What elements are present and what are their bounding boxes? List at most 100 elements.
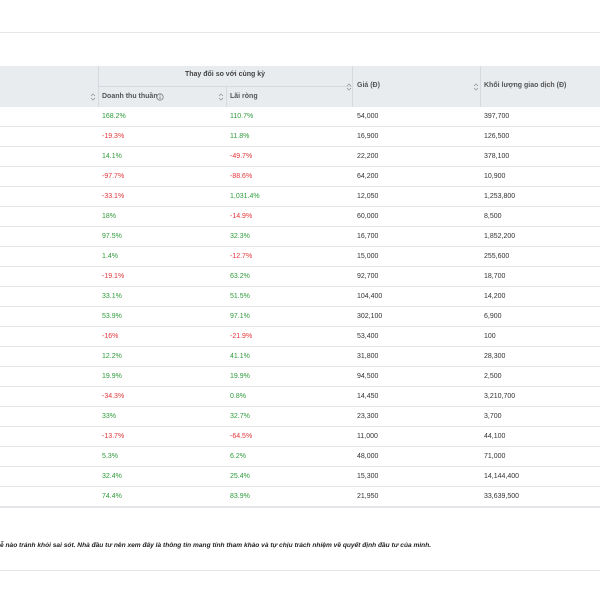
table-cell: 16,900 — [357, 133, 379, 140]
table-cell: 32.3% — [230, 233, 250, 240]
table-cell: -19.3% — [102, 133, 125, 140]
row-divider — [0, 466, 600, 467]
table-cell: 94,500 — [357, 373, 379, 380]
col-divider — [480, 66, 481, 107]
table-cell: 3,700 — [484, 413, 502, 420]
sort-icon[interactable] — [90, 92, 96, 102]
table-cell: -13.7% — [102, 433, 125, 440]
table-cell: 168.2% — [102, 113, 126, 120]
row-divider — [0, 406, 600, 407]
table-cell: 64,200 — [357, 173, 379, 180]
table-cell: 44,100 — [484, 433, 506, 440]
table-cell: 28,300 — [484, 353, 506, 360]
table-cell: 18,700 — [484, 273, 506, 280]
table-cell: 5.3% — [102, 453, 118, 460]
table-cell: 15,000 — [357, 253, 379, 260]
disclaimer: ễ nào tránh khỏi sai sót. Nhà đầu tư nên… — [0, 542, 432, 549]
table-cell: -64.5% — [230, 433, 253, 440]
column-header[interactable]: Lãi ròng — [230, 93, 258, 100]
table-cell: -88.6% — [230, 173, 253, 180]
table-cell: -33.1% — [102, 193, 125, 200]
table-cell: 21,950 — [357, 493, 379, 500]
table-cell: 10,900 — [484, 173, 506, 180]
table-cell: 41.1% — [230, 353, 250, 360]
table-cell: 25.4% — [230, 473, 250, 480]
column-header[interactable]: Khối lượng giao dịch (Đ) — [484, 82, 567, 89]
sort-icon[interactable] — [218, 92, 224, 102]
table-cell: 8,500 — [484, 213, 502, 220]
table-cell: -16% — [102, 333, 119, 340]
divider — [0, 32, 600, 33]
table-cell: 83.9% — [230, 493, 250, 500]
group-header: Thay đổi so với cùng kỳ — [184, 71, 266, 78]
row-divider — [0, 446, 600, 447]
column-header[interactable]: Doanh thu thuần — [102, 93, 158, 100]
table-cell: 1.4% — [102, 253, 118, 260]
table-cell: -49.7% — [230, 153, 253, 160]
table-cell: 100 — [484, 333, 496, 340]
divider — [0, 570, 600, 571]
table-cell: 0.8% — [230, 393, 246, 400]
table-cell: 74.4% — [102, 493, 122, 500]
row-divider — [0, 486, 600, 487]
table-cell: 397,700 — [484, 113, 510, 120]
table-cell: 110.7% — [230, 113, 254, 120]
table-cell: 6,900 — [484, 313, 502, 320]
col-divider — [226, 86, 227, 107]
table-cell: -12.7% — [230, 253, 253, 260]
column-header[interactable]: Giá (Đ) — [357, 82, 380, 89]
col-divider — [98, 86, 352, 87]
row-divider — [0, 126, 600, 127]
row-divider — [0, 306, 600, 307]
sort-icon[interactable] — [473, 82, 479, 92]
table-cell: 14,144,400 — [484, 473, 520, 480]
table-cell: 32.7% — [230, 413, 250, 420]
col-divider — [352, 66, 353, 107]
table-cell: 97.1% — [230, 313, 250, 320]
table-cell: 60,000 — [357, 213, 379, 220]
table-cell: 53,400 — [357, 333, 379, 340]
table-cell: 23,300 — [357, 413, 379, 420]
table-cell: 14.1% — [102, 153, 122, 160]
row-divider — [0, 346, 600, 347]
table-cell: 33,639,500 — [484, 493, 520, 500]
table-cell: 48,000 — [357, 453, 379, 460]
row-divider — [0, 146, 600, 147]
info-icon[interactable] — [156, 93, 164, 101]
table-cell: 1,031.4% — [230, 193, 260, 200]
table-cell: 22,200 — [357, 153, 379, 160]
table-cell: 104,400 — [357, 293, 383, 300]
table-bottom — [0, 507, 600, 508]
table-cell: 18% — [102, 213, 117, 220]
row-divider — [0, 506, 600, 507]
table-cell: 15,300 — [357, 473, 379, 480]
row-divider — [0, 206, 600, 207]
table-cell: 12.2% — [102, 353, 122, 360]
row-divider — [0, 186, 600, 187]
table-cell: 54,000 — [357, 113, 379, 120]
row-divider — [0, 286, 600, 287]
table-cell: 97.5% — [102, 233, 122, 240]
row-divider — [0, 266, 600, 267]
table-cell: 126,500 — [484, 133, 510, 140]
table-cell: 16,700 — [357, 233, 379, 240]
table-cell: 6.2% — [230, 453, 246, 460]
table-cell: 3,210,700 — [484, 393, 516, 400]
table-cell: 32.4% — [102, 473, 122, 480]
sort-icon[interactable] — [346, 82, 352, 92]
table-cell: 378,100 — [484, 153, 510, 160]
table-cell: -19.1% — [102, 273, 125, 280]
table-cell: -97.7% — [102, 173, 125, 180]
row-divider — [0, 246, 600, 247]
table-cell: 53.9% — [102, 313, 122, 320]
table-cell: 1,852,200 — [484, 233, 516, 240]
table-cell: 33.1% — [102, 293, 122, 300]
table-cell: 11,000 — [357, 433, 378, 440]
table-cell: -21.9% — [230, 333, 253, 340]
table-cell: 14,200 — [484, 293, 506, 300]
table-cell: 19.9% — [102, 373, 122, 380]
table-cell: 14,450 — [357, 393, 379, 400]
table-cell: 12,050 — [357, 193, 379, 200]
